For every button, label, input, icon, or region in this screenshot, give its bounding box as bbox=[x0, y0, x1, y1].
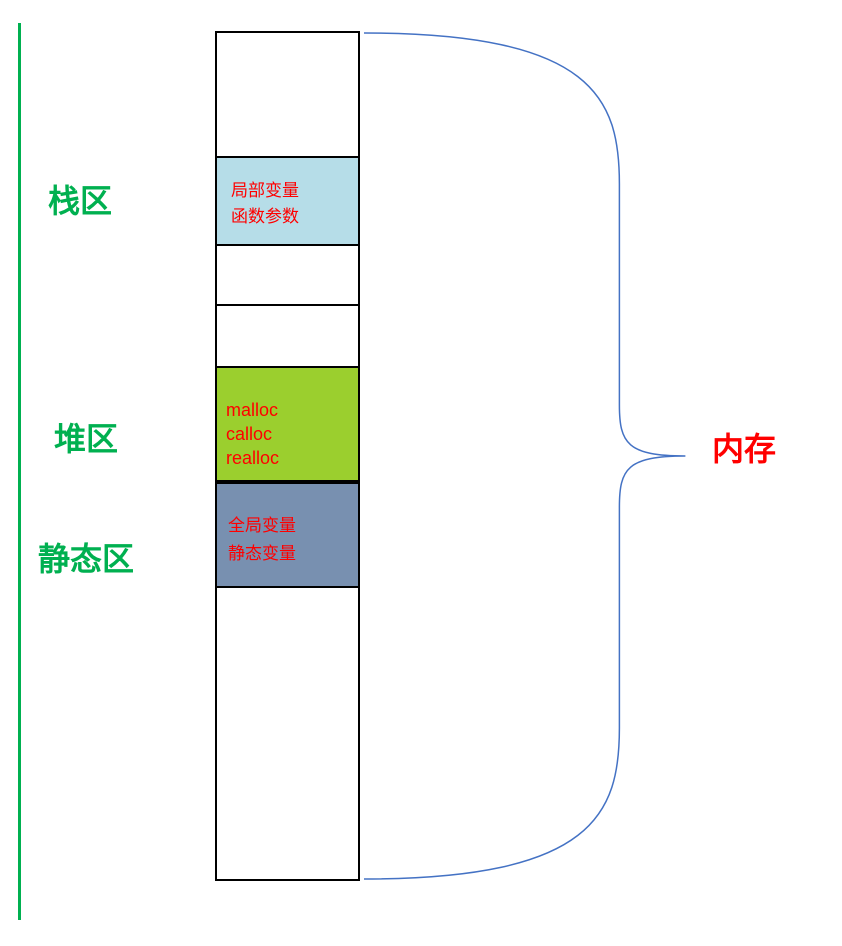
heap-block-line-1: calloc bbox=[226, 422, 279, 446]
divider-below-stack bbox=[215, 304, 360, 306]
stack-block-text: 局部变量函数参数 bbox=[231, 178, 299, 230]
stack-block-line-0: 局部变量 bbox=[231, 178, 299, 204]
static-block-line-0: 全局变量 bbox=[228, 512, 296, 540]
static-block-line-1: 静态变量 bbox=[228, 540, 296, 568]
left-vertical-line bbox=[18, 23, 21, 920]
static-block-text: 全局变量静态变量 bbox=[228, 512, 296, 568]
heap-block-line-2: realloc bbox=[226, 446, 279, 470]
memory-label: 内存 bbox=[712, 424, 776, 470]
memory-brace bbox=[362, 31, 692, 881]
heap-block-text: malloccallocrealloc bbox=[226, 398, 279, 470]
region-label-stack: 栈区 bbox=[48, 176, 112, 222]
region-label-heap: 堆区 bbox=[54, 414, 118, 460]
heap-block-line-0: malloc bbox=[226, 398, 279, 422]
stack-block-line-1: 函数参数 bbox=[231, 204, 299, 230]
region-label-static: 静态区 bbox=[38, 534, 134, 580]
